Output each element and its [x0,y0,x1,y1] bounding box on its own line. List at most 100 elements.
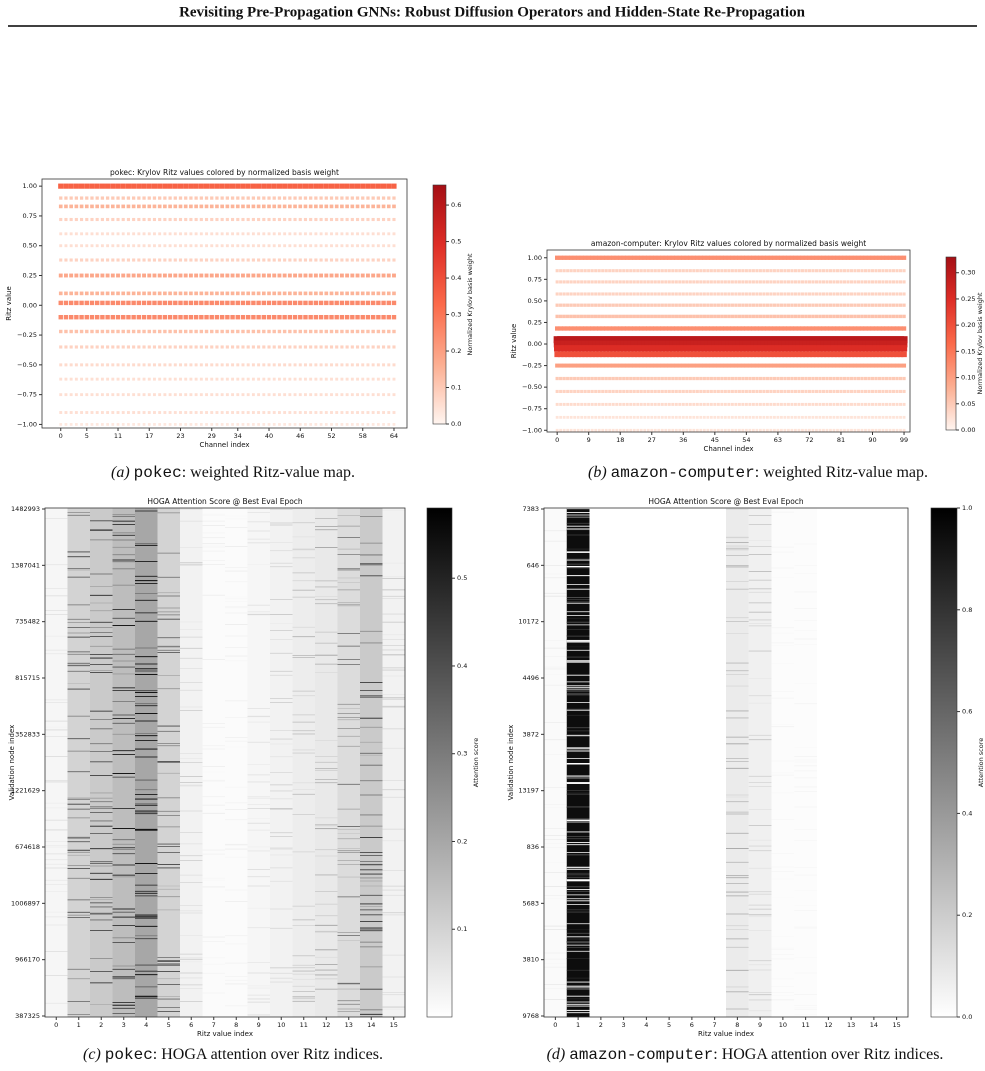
ritz-point [757,345,764,352]
ritz-point [832,314,836,319]
ritz-point [758,376,763,381]
ritz-point [803,363,808,368]
ritz-point [231,411,235,414]
ritz-point [288,329,292,334]
ritz-point [173,345,177,349]
ritz-point [391,183,397,189]
ritz-point [734,314,738,319]
colorbar-tick-label: 0.4 [457,662,467,670]
ritz-point [392,363,396,367]
ritz-point [241,291,245,296]
ritz-point [804,314,808,319]
ritz-point [601,389,605,394]
ritz-point [742,340,750,348]
ritz-point [566,389,570,394]
ritz-point [722,351,729,358]
ritz-point [611,292,615,296]
ritz-point [350,291,355,296]
ritz-point [106,345,110,349]
ritz-point [314,232,318,236]
ritz-point [147,377,151,381]
ritz-point [866,326,872,331]
ritz-point [576,292,580,296]
ritz-point [345,377,349,381]
ritz-point [59,196,63,200]
ritz-point [272,345,276,349]
ritz-point [797,269,801,273]
ritz-point [569,303,573,307]
ritz-point [828,389,833,394]
ritz-point [786,269,790,273]
ritz-point [100,217,104,222]
ritz-point [215,393,219,397]
ritz-point [366,411,370,414]
ritz-point [732,345,740,352]
ritz-point [600,363,605,368]
ritz-point [314,329,318,334]
ritz-point [324,244,328,248]
ritz-point [596,345,603,352]
ritz-point [751,363,756,368]
ritz-point [688,280,692,284]
ritz-point [748,389,752,394]
ritz-point [692,303,696,307]
ritz-point [298,291,303,296]
ritz-point [199,217,203,222]
ritz-point [730,363,735,368]
ritz-point [789,326,795,331]
ritz-point [737,314,742,319]
ritz-point [183,183,189,189]
ritz-point [361,363,365,367]
ritz-point [606,345,613,352]
ritz-point [298,377,302,381]
ritz-point [371,393,375,397]
ritz-point [121,232,125,236]
ritz-point [625,428,629,432]
ritz-point [705,363,710,368]
ritz-point [225,291,230,296]
ritz-point [775,326,781,331]
ritz-point [887,351,893,358]
ritz-point [803,351,809,358]
ritz-point [559,303,563,307]
ritz-point [814,402,818,406]
ritz-point [356,423,359,426]
heatmap-column [382,508,405,1017]
ritz-point [157,183,163,189]
ritz-point [235,314,240,320]
ritz-point [672,340,680,348]
ritz-point [699,314,703,319]
y-tick-label: 836 [527,843,539,851]
ritz-point [111,411,115,414]
ritz-point [872,340,880,348]
ritz-point [163,291,167,296]
ritz-point [853,280,857,284]
ritz-point [716,402,720,406]
ritz-point [734,389,738,394]
ritz-point [898,255,903,260]
ritz-point [105,204,110,209]
ritz-point [779,326,784,331]
ritz-point [891,303,896,307]
ritz-point [884,292,889,296]
plot-frame [543,507,909,1018]
ritz-point [762,415,766,419]
ritz-point [587,428,591,432]
ritz-point [659,345,666,352]
ritz-point [370,183,376,189]
ritz-point [90,196,94,200]
ritz-point [818,292,822,296]
ritz-point [106,393,110,397]
ritz-point [880,351,886,358]
ritz-point [639,269,643,273]
ritz-point [881,280,885,284]
y-axis-label: Ritz value [510,324,518,359]
ritz-point [168,377,172,381]
y-tick-label: 966170 [15,956,40,964]
ritz-point [64,232,68,236]
ritz-point [309,423,313,426]
ritz-point [821,402,825,406]
ritz-point [594,389,598,394]
ritz-point [898,326,903,331]
ritz-point [163,217,167,222]
